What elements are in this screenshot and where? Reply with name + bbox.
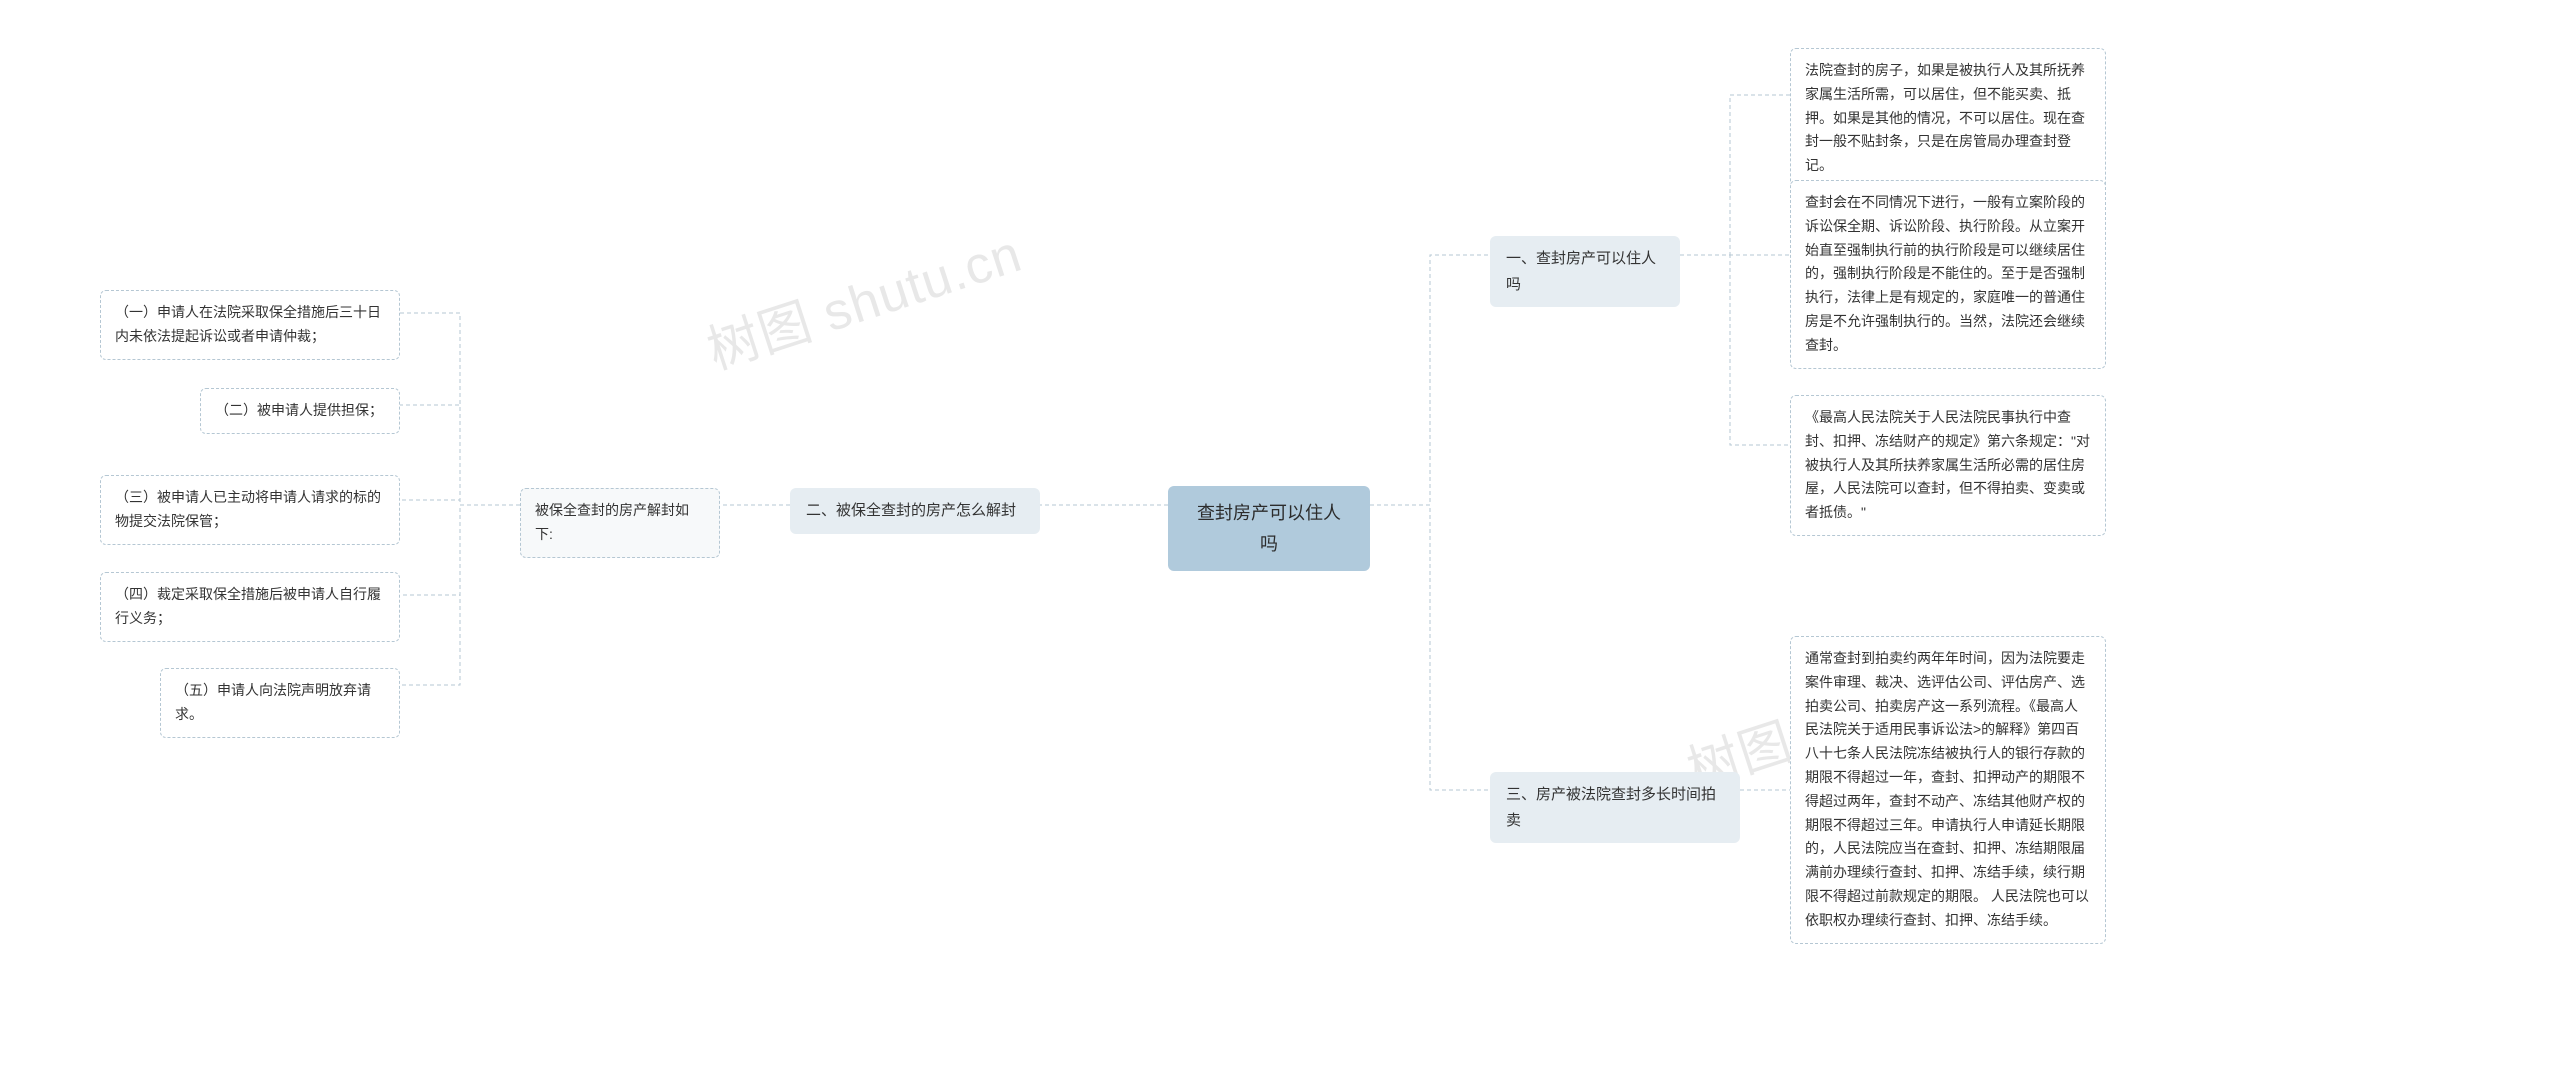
b2-leaf-3: （三）被申请人已主动将申请人请求的标的物提交法院保管； bbox=[100, 475, 400, 545]
b1-leaf-2: 查封会在不同情况下进行，一般有立案阶段的诉讼保全期、诉讼阶段、执行阶段。从立案开… bbox=[1790, 180, 2106, 369]
watermark-1: 树图 shutu.cn bbox=[696, 211, 1029, 383]
b2-leaf-2: （二）被申请人提供担保； bbox=[200, 388, 400, 434]
branch-2: 二、被保全查封的房产怎么解封 bbox=[790, 488, 1040, 534]
branch-3: 三、房产被法院查封多长时间拍卖 bbox=[1490, 772, 1740, 843]
b2-leaf-4: （四）裁定采取保全措施后被申请人自行履行义务； bbox=[100, 572, 400, 642]
b2-leaf-1: （一）申请人在法院采取保全措施后三十日内未依法提起诉讼或者申请仲裁； bbox=[100, 290, 400, 360]
b1-leaf-3: 《最高人民法院关于人民法院民事执行中查封、扣押、冻结财产的规定》第六条规定："对… bbox=[1790, 395, 2106, 536]
b1-leaf-1: 法院查封的房子，如果是被执行人及其所抚养家属生活所需，可以居住，但不能买卖、抵押… bbox=[1790, 48, 2106, 189]
b3-leaf-1: 通常查封到拍卖约两年年时间，因为法院要走案件审理、裁决、选评估公司、评估房产、选… bbox=[1790, 636, 2106, 944]
branch-1: 一、查封房产可以住人吗 bbox=[1490, 236, 1680, 307]
b2-sub: 被保全查封的房产解封如下: bbox=[520, 488, 720, 558]
center-node: 查封房产可以住人吗 bbox=[1168, 486, 1370, 571]
b2-leaf-5: （五）申请人向法院声明放弃请求。 bbox=[160, 668, 400, 738]
